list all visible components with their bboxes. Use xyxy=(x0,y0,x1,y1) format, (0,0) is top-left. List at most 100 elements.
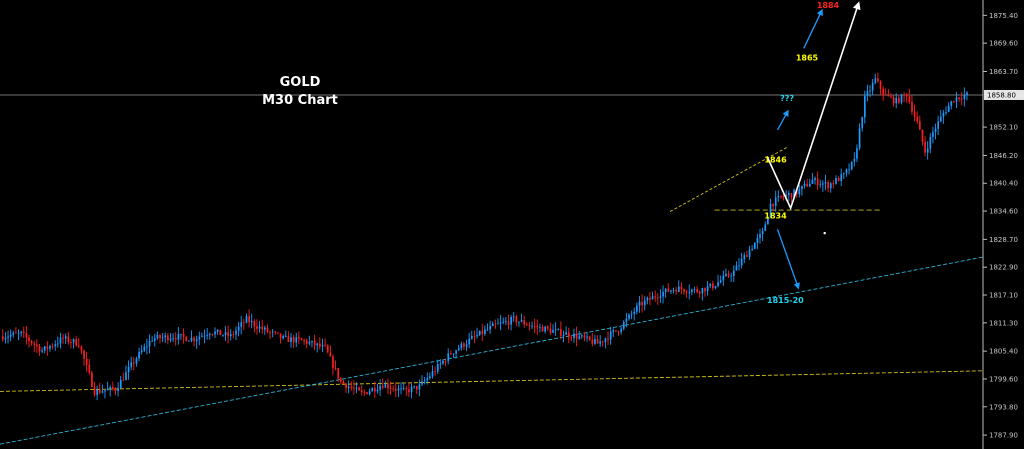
candle xyxy=(292,334,295,348)
candle-body xyxy=(735,265,738,271)
candle-body xyxy=(520,320,523,322)
candle xyxy=(389,381,392,395)
candle-body xyxy=(214,331,216,335)
candle xyxy=(884,88,887,96)
candle-body xyxy=(415,385,418,390)
candle-body xyxy=(172,338,174,339)
candle-body xyxy=(932,132,934,137)
candle xyxy=(505,316,507,326)
candle-body xyxy=(311,340,313,342)
candle-body xyxy=(46,346,49,349)
candle-body xyxy=(615,330,617,332)
candle xyxy=(960,92,963,106)
candle xyxy=(381,378,384,390)
candle-body xyxy=(843,173,845,175)
candle xyxy=(140,344,143,355)
chart-title-block: GOLD M30 Chart xyxy=(245,74,355,110)
candle-body xyxy=(769,203,772,217)
candle xyxy=(774,190,777,213)
candle xyxy=(185,335,188,342)
candle xyxy=(319,337,321,350)
candle xyxy=(549,322,552,336)
arrow-question-up[interactable] xyxy=(776,109,789,131)
candle-body xyxy=(174,338,177,340)
candle xyxy=(363,389,366,397)
candle xyxy=(208,332,211,340)
candle-body xyxy=(798,189,801,195)
candle xyxy=(85,351,88,372)
candle-body xyxy=(848,169,850,171)
candle-body xyxy=(258,326,261,329)
candle-body xyxy=(790,193,793,198)
candle-body xyxy=(939,116,942,122)
candle xyxy=(182,328,185,344)
candle-body xyxy=(146,346,148,348)
candle-body xyxy=(945,111,947,113)
candle xyxy=(824,174,827,191)
candle xyxy=(688,284,691,300)
candle xyxy=(101,384,104,394)
candle-body xyxy=(874,78,877,83)
candle-body xyxy=(261,326,264,330)
candle-body xyxy=(122,379,125,381)
candle xyxy=(869,85,871,97)
candle xyxy=(98,382,101,395)
candle xyxy=(908,88,911,104)
candle xyxy=(586,333,588,342)
candle xyxy=(80,345,83,355)
yellow-long-trendline[interactable] xyxy=(0,370,984,392)
candle xyxy=(224,326,227,341)
candle-body xyxy=(470,336,473,339)
candle-body xyxy=(339,378,342,382)
candle-body xyxy=(489,326,492,330)
candle xyxy=(387,378,389,395)
candle-body xyxy=(926,148,929,153)
candle xyxy=(450,350,452,356)
candle-body xyxy=(738,265,740,267)
candle xyxy=(761,227,764,241)
candle-body xyxy=(67,336,70,342)
candle xyxy=(25,326,28,345)
candle-body xyxy=(167,335,169,341)
candle xyxy=(70,338,72,349)
current-price-box xyxy=(984,89,1024,100)
candle-body xyxy=(51,346,54,347)
candle xyxy=(468,332,471,349)
candle-body xyxy=(429,376,431,378)
candle-body xyxy=(211,334,214,335)
candle xyxy=(607,331,609,346)
candle xyxy=(926,141,929,160)
candle xyxy=(59,332,62,349)
white-projection-arrow[interactable] xyxy=(766,1,861,211)
candle-body xyxy=(193,337,195,342)
candle xyxy=(636,302,638,315)
candle xyxy=(426,372,429,385)
y-tick-label: 1817.10 xyxy=(989,292,1018,300)
candle-body xyxy=(539,326,541,328)
candle xyxy=(30,339,33,346)
candle-body xyxy=(161,337,164,339)
arrow-up-to-1865[interactable] xyxy=(803,8,823,49)
candle xyxy=(368,388,371,396)
candle-body xyxy=(677,286,680,292)
candle xyxy=(405,385,408,396)
candle-body xyxy=(672,290,675,291)
candle xyxy=(651,291,654,300)
candle-body xyxy=(450,353,452,355)
candle-body xyxy=(38,346,41,352)
candle-body xyxy=(114,388,117,391)
candle-body xyxy=(921,129,924,142)
candle xyxy=(882,86,885,101)
candle xyxy=(138,347,140,362)
candle-body xyxy=(772,203,774,206)
annotation-label-: ??? xyxy=(780,94,794,103)
candle xyxy=(837,176,840,182)
candle xyxy=(20,330,23,337)
candle xyxy=(523,315,526,328)
cyan-long-trendline[interactable] xyxy=(0,256,984,445)
candle-body xyxy=(722,275,725,281)
candle-body xyxy=(929,136,932,149)
arrow-down-to-1815[interactable] xyxy=(776,229,800,290)
candle xyxy=(151,335,154,342)
